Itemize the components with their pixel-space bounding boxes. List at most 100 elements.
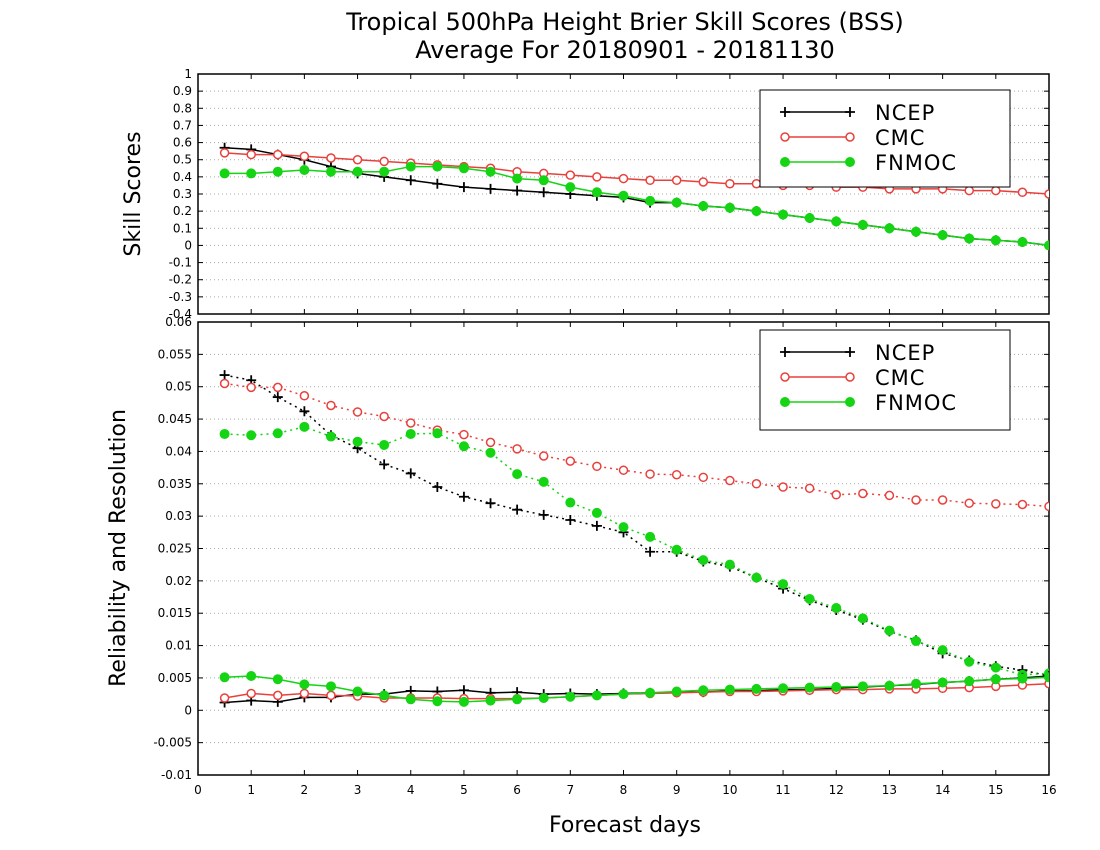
y-tick-label: 0.045 xyxy=(158,412,192,426)
data-point xyxy=(219,428,230,439)
y-tick-label: 0.055 xyxy=(158,347,192,361)
data-point xyxy=(884,223,895,234)
y-tick-label: 0.2 xyxy=(173,204,192,218)
data-point xyxy=(325,431,336,442)
series-cmc-resolution xyxy=(219,378,1049,512)
data-point xyxy=(698,555,709,566)
data-point xyxy=(1017,673,1028,684)
legend-marker xyxy=(845,132,855,142)
data-point xyxy=(1044,672,1049,683)
data-point xyxy=(990,662,1001,673)
data-point xyxy=(804,682,815,693)
data-point xyxy=(1017,499,1028,510)
y-tick-label: 0 xyxy=(184,703,192,717)
data-point xyxy=(458,441,469,452)
data-point xyxy=(299,421,310,432)
legend-marker xyxy=(780,347,790,357)
legend-label: CMC xyxy=(875,366,925,390)
data-point xyxy=(991,185,1001,196)
y-tick-label: 0.015 xyxy=(158,606,192,620)
data-point xyxy=(326,690,336,701)
x-tick-label: 1 xyxy=(247,783,255,797)
series-line xyxy=(224,683,1049,700)
data-point xyxy=(485,498,496,509)
data-point xyxy=(592,172,602,182)
data-point xyxy=(352,154,363,165)
legend-marker xyxy=(780,107,790,117)
y-tick-label: 0.06 xyxy=(165,315,192,329)
data-point xyxy=(458,163,469,174)
y-tick-label: 0 xyxy=(184,238,192,252)
data-point xyxy=(272,674,283,685)
y-tick-label: 0.02 xyxy=(165,574,192,588)
data-point xyxy=(379,411,389,422)
data-point xyxy=(698,472,709,483)
data-point xyxy=(325,681,336,692)
x-axis-label: Forecast days xyxy=(549,813,701,838)
data-point xyxy=(219,148,230,158)
data-point xyxy=(432,178,443,189)
y-tick-label: 0.1 xyxy=(173,221,192,235)
data-point xyxy=(512,694,523,705)
data-point xyxy=(618,173,629,184)
skill-scores-panel: -0.4 -0.3 -0.2 -0.1 0 0.1 0.2 0.3 0.4 0.5 0.6 0.7 0.… xyxy=(121,67,1050,321)
data-point xyxy=(911,226,922,237)
data-point xyxy=(991,499,1001,509)
y-tick-label: 0.03 xyxy=(165,509,192,523)
data-point xyxy=(937,495,948,505)
x-tick-label: 16 xyxy=(1041,783,1056,797)
x-tick-label: 4 xyxy=(407,783,415,797)
data-point xyxy=(804,213,815,223)
data-point xyxy=(724,559,735,570)
y-tick-label: -0.1 xyxy=(169,256,192,270)
legend-label: CMC xyxy=(875,126,925,150)
y-tick-label: 0.9 xyxy=(173,84,192,98)
x-tick-label: 5 xyxy=(460,783,468,797)
x-tick-label: 0 xyxy=(194,783,202,797)
legend-entry-ncep: NCEP xyxy=(780,341,934,365)
data-point xyxy=(618,522,629,533)
data-point xyxy=(1044,189,1049,199)
data-point xyxy=(565,456,576,466)
data-point xyxy=(485,437,496,448)
data-point xyxy=(273,690,283,701)
data-point xyxy=(538,451,549,461)
data-point xyxy=(645,175,655,186)
data-point xyxy=(565,170,576,180)
data-point xyxy=(698,177,709,187)
x-tick-label: 8 xyxy=(620,783,628,797)
plot-frame xyxy=(197,321,1050,776)
legend-marker xyxy=(845,157,855,167)
data-point xyxy=(299,165,310,175)
y-tick-label: 0.04 xyxy=(165,444,192,458)
data-point xyxy=(512,504,523,515)
data-point xyxy=(219,693,230,703)
data-point xyxy=(751,178,762,189)
legend-marker xyxy=(845,347,855,357)
y-tick-label: -0.4 xyxy=(169,307,192,321)
x-tick-label: 6 xyxy=(513,783,521,797)
data-point xyxy=(964,233,975,244)
data-point xyxy=(884,680,895,691)
y-tick-label: 0.035 xyxy=(158,477,192,491)
data-point xyxy=(724,202,735,213)
data-point xyxy=(379,166,390,177)
data-point xyxy=(751,683,762,694)
data-point xyxy=(725,178,735,189)
y-tick-label: 0.3 xyxy=(173,187,192,201)
legend-entry-cmc: CMC xyxy=(780,126,925,150)
data-point xyxy=(432,696,443,707)
y-tick-label: 0.4 xyxy=(173,170,192,184)
data-point xyxy=(538,175,549,186)
y-tick-label: 0.6 xyxy=(173,136,192,150)
data-point xyxy=(273,382,283,393)
data-point xyxy=(964,185,974,196)
y-tick-label: 0.8 xyxy=(173,101,192,115)
data-point xyxy=(937,677,948,688)
data-point xyxy=(512,469,523,480)
data-point xyxy=(618,689,629,700)
y-tick-label: 0.7 xyxy=(173,118,192,132)
x-tick-label: 15 xyxy=(988,783,1003,797)
y-axis-label: Reliability and Resolution xyxy=(106,409,131,687)
data-point xyxy=(751,479,762,489)
